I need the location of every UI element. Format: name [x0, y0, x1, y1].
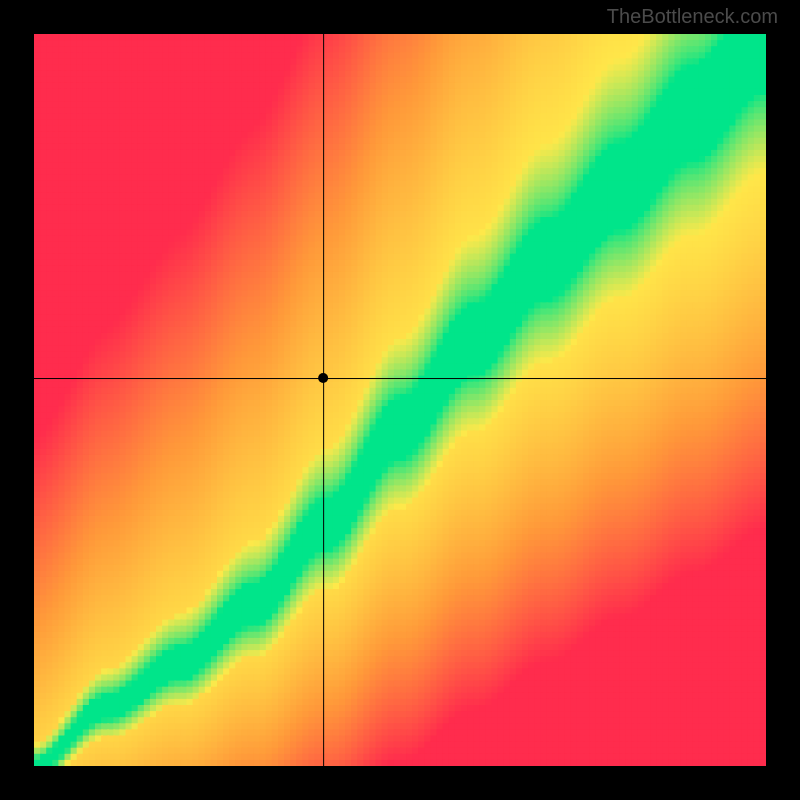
heatmap-canvas [34, 34, 766, 766]
watermark-text: TheBottleneck.com [607, 6, 778, 29]
chart-container: TheBottleneck.com [0, 0, 800, 800]
